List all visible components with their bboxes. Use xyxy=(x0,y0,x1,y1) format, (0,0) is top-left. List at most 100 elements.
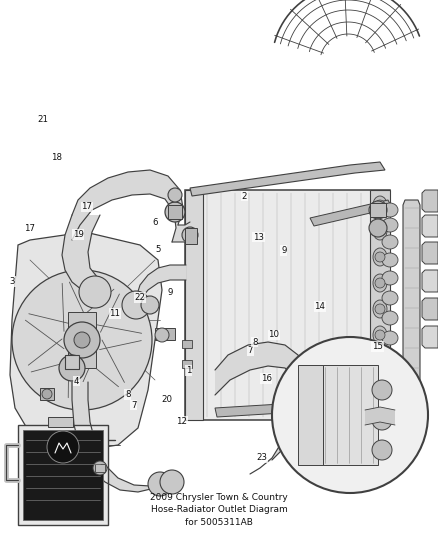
Ellipse shape xyxy=(373,222,387,240)
Polygon shape xyxy=(62,215,108,290)
Polygon shape xyxy=(136,265,186,312)
Text: 13: 13 xyxy=(253,233,264,241)
Circle shape xyxy=(47,431,79,463)
Circle shape xyxy=(12,270,152,410)
FancyBboxPatch shape xyxy=(370,203,386,217)
FancyBboxPatch shape xyxy=(65,355,79,369)
Text: 7: 7 xyxy=(131,401,136,409)
Text: 5: 5 xyxy=(155,245,160,254)
FancyBboxPatch shape xyxy=(185,228,197,244)
Text: 14: 14 xyxy=(314,302,325,311)
Circle shape xyxy=(375,304,385,314)
FancyBboxPatch shape xyxy=(18,425,108,525)
Circle shape xyxy=(372,440,392,460)
Circle shape xyxy=(369,201,387,219)
FancyBboxPatch shape xyxy=(40,388,54,400)
FancyBboxPatch shape xyxy=(182,360,192,368)
Circle shape xyxy=(141,296,159,314)
FancyBboxPatch shape xyxy=(68,312,96,368)
Polygon shape xyxy=(422,190,438,212)
Polygon shape xyxy=(72,382,165,492)
Text: 12: 12 xyxy=(176,417,187,425)
Text: 23: 23 xyxy=(256,453,268,462)
Circle shape xyxy=(59,355,85,381)
Circle shape xyxy=(155,328,169,342)
FancyBboxPatch shape xyxy=(168,205,182,219)
Ellipse shape xyxy=(373,326,387,344)
Circle shape xyxy=(375,356,385,366)
Ellipse shape xyxy=(382,253,398,267)
Circle shape xyxy=(74,332,90,348)
Text: 1: 1 xyxy=(186,366,191,375)
Ellipse shape xyxy=(373,274,387,292)
Text: 4: 4 xyxy=(74,377,79,385)
Polygon shape xyxy=(250,405,298,474)
Ellipse shape xyxy=(382,203,398,217)
Text: 2: 2 xyxy=(242,192,247,200)
Circle shape xyxy=(372,410,392,430)
Text: 3: 3 xyxy=(10,277,15,286)
Polygon shape xyxy=(190,162,385,196)
Circle shape xyxy=(372,380,392,400)
Ellipse shape xyxy=(382,311,398,325)
Ellipse shape xyxy=(373,378,387,396)
FancyBboxPatch shape xyxy=(23,430,103,520)
Circle shape xyxy=(79,276,111,308)
FancyBboxPatch shape xyxy=(370,190,390,420)
FancyBboxPatch shape xyxy=(298,365,323,465)
Text: 16: 16 xyxy=(261,374,272,383)
Circle shape xyxy=(375,382,385,392)
Circle shape xyxy=(148,472,172,496)
Circle shape xyxy=(168,188,182,202)
Text: 21: 21 xyxy=(37,116,49,124)
Text: 7: 7 xyxy=(248,346,253,355)
Ellipse shape xyxy=(373,300,387,318)
Text: 6: 6 xyxy=(153,219,158,227)
Text: 8: 8 xyxy=(252,338,258,346)
FancyBboxPatch shape xyxy=(95,464,105,472)
Ellipse shape xyxy=(382,235,398,249)
FancyBboxPatch shape xyxy=(48,417,73,427)
Polygon shape xyxy=(422,326,438,348)
FancyBboxPatch shape xyxy=(185,190,390,420)
Circle shape xyxy=(160,470,184,494)
Text: 11: 11 xyxy=(109,309,120,318)
Text: 2009 Chrysler Town & Country
Hose-Radiator Outlet Diagram
for 5005311AB: 2009 Chrysler Town & Country Hose-Radiat… xyxy=(150,493,288,527)
FancyBboxPatch shape xyxy=(185,190,203,420)
Text: 20: 20 xyxy=(161,395,172,404)
Text: 10: 10 xyxy=(268,330,279,339)
Circle shape xyxy=(375,226,385,236)
Ellipse shape xyxy=(382,271,398,285)
Polygon shape xyxy=(215,342,308,430)
Text: 22: 22 xyxy=(134,293,146,302)
Circle shape xyxy=(375,330,385,340)
Ellipse shape xyxy=(382,291,398,305)
Polygon shape xyxy=(172,222,190,242)
Polygon shape xyxy=(422,215,438,237)
Text: 15: 15 xyxy=(372,342,383,351)
Polygon shape xyxy=(72,170,183,242)
Polygon shape xyxy=(365,407,395,425)
Text: 18: 18 xyxy=(50,153,62,161)
FancyBboxPatch shape xyxy=(323,365,378,465)
Circle shape xyxy=(93,461,107,475)
Polygon shape xyxy=(10,232,162,450)
Circle shape xyxy=(369,219,387,237)
Ellipse shape xyxy=(382,331,398,345)
Circle shape xyxy=(122,291,150,319)
Circle shape xyxy=(42,389,52,399)
Polygon shape xyxy=(422,242,438,264)
Circle shape xyxy=(375,200,385,210)
Ellipse shape xyxy=(373,248,387,266)
Circle shape xyxy=(272,337,428,493)
Polygon shape xyxy=(310,200,392,226)
Circle shape xyxy=(375,278,385,288)
Polygon shape xyxy=(403,200,420,415)
Ellipse shape xyxy=(373,352,387,370)
Polygon shape xyxy=(215,398,382,417)
Text: 8: 8 xyxy=(125,390,131,399)
Text: 17: 17 xyxy=(24,224,35,232)
Ellipse shape xyxy=(373,196,387,214)
Circle shape xyxy=(64,322,100,358)
Circle shape xyxy=(182,227,198,243)
